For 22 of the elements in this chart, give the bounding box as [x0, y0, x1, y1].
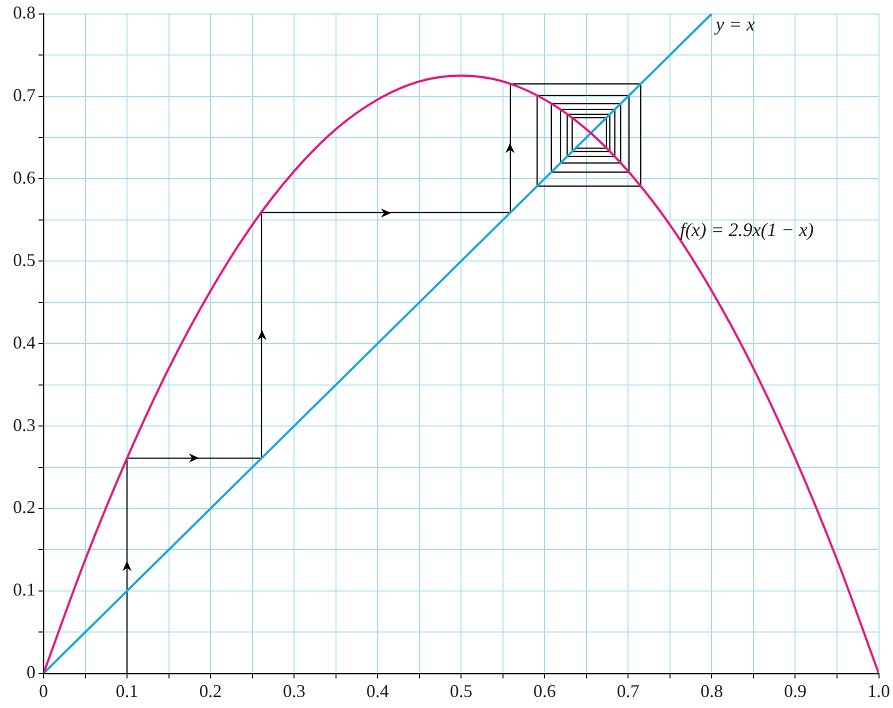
y-tick-label: 0.3 — [13, 414, 36, 435]
x-tick-label: 0.3 — [282, 680, 306, 701]
y-tick-label: 0.2 — [13, 497, 36, 518]
y-tick-label: 0 — [26, 662, 36, 682]
y-tick-label: 0.5 — [13, 250, 36, 270]
y-tick-label: 0.7 — [13, 84, 36, 105]
x-tick-label: 0 — [39, 680, 48, 701]
y-tick-label: 0.1 — [13, 580, 36, 600]
x-tick-label: 1.0 — [868, 680, 890, 701]
y-tick-label: 0.8 — [13, 2, 36, 23]
x-tick-label: 0.1 — [116, 680, 138, 701]
x-tick-label: 0.8 — [700, 680, 723, 701]
x-tick-label: 0.2 — [199, 680, 222, 701]
annotation: f(x) = 2.9x(1 − x) — [680, 220, 814, 241]
x-tick-label: 0.4 — [366, 680, 389, 701]
y-tick-label: 0.4 — [13, 332, 36, 352]
x-tick-label: 0.9 — [784, 680, 806, 701]
y-tick-label: 0.6 — [13, 167, 36, 188]
x-tick-label: 0.5 — [450, 680, 472, 701]
x-tick-label: 0.6 — [533, 680, 556, 701]
x-tick-label: 0.7 — [616, 680, 640, 701]
annotation: y = x — [714, 14, 756, 36]
